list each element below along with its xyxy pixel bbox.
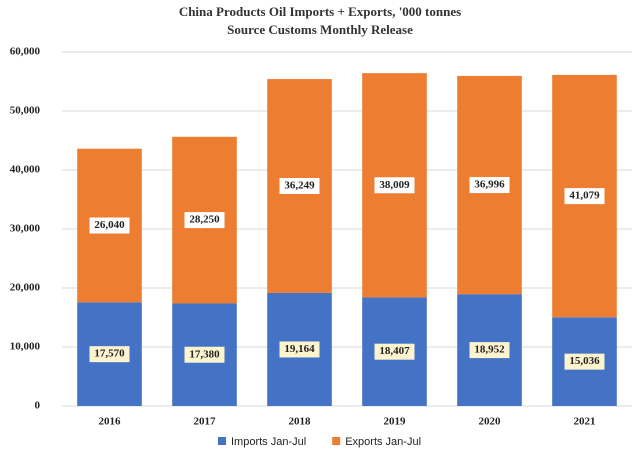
x-tick-label: 2020 <box>479 416 502 428</box>
x-tick-label: 2016 <box>99 416 122 428</box>
legend-swatch <box>218 437 226 445</box>
y-tick-label: 60,000 <box>10 46 41 58</box>
data-label: 41,079 <box>569 190 600 202</box>
data-label-box <box>89 346 130 363</box>
y-tick-label: 50,000 <box>10 105 41 117</box>
chart-subtitle: Source Customs Monthly Release <box>227 22 413 37</box>
data-label-box <box>279 341 320 358</box>
data-label: 28,250 <box>189 214 220 226</box>
y-tick-label: 0 <box>35 400 41 412</box>
y-tick-label: 30,000 <box>10 223 41 235</box>
data-label: 15,036 <box>569 355 600 367</box>
data-label-box <box>184 212 225 229</box>
data-label-box <box>469 177 510 194</box>
data-label-box <box>279 177 320 194</box>
data-label-box <box>564 353 605 370</box>
data-label: 38,009 <box>379 179 410 191</box>
data-label-box <box>469 342 510 359</box>
data-label: 36,996 <box>474 179 505 191</box>
chart-title: China Products Oil Imports + Exports, '0… <box>179 4 461 19</box>
data-label: 17,570 <box>94 348 125 360</box>
legend-label: Imports Jan-Jul <box>231 436 306 448</box>
data-label-box <box>374 343 415 360</box>
y-tick-label: 20,000 <box>10 282 41 294</box>
x-tick-label: 2019 <box>384 416 407 428</box>
data-label-box <box>184 346 225 363</box>
data-label-box <box>564 188 605 205</box>
y-tick-label: 10,000 <box>10 341 41 353</box>
data-label: 26,040 <box>94 219 125 231</box>
data-label: 17,380 <box>189 348 220 360</box>
x-tick-label: 2017 <box>194 416 217 428</box>
data-label-box <box>374 177 415 194</box>
data-label: 36,249 <box>284 180 315 192</box>
data-label: 18,952 <box>474 344 505 356</box>
y-tick-label: 40,000 <box>10 164 41 176</box>
x-tick-label: 2018 <box>289 416 312 428</box>
data-label: 18,407 <box>379 345 410 357</box>
legend-swatch <box>332 437 341 445</box>
data-label-box <box>89 217 130 234</box>
legend-label: Exports Jan-Jul <box>345 436 421 448</box>
data-label: 19,164 <box>284 343 315 355</box>
x-tick-label: 2021 <box>574 416 596 428</box>
